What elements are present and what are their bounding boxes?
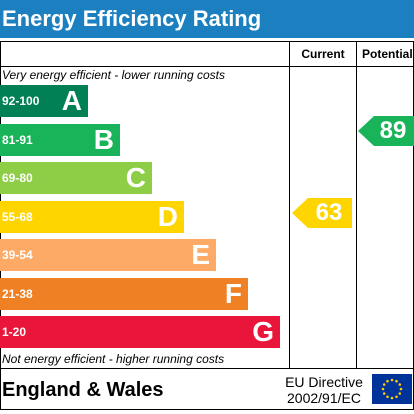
band-a-letter: A (61, 85, 82, 116)
band-e-range: 39-54 (2, 248, 33, 262)
band-e: 39-54 E (0, 239, 216, 271)
band-a: 92-100 A (0, 85, 88, 117)
band-c: 69-80 C (0, 162, 152, 194)
eu-flag-star (395, 379, 398, 383)
eu-flag-star (398, 383, 402, 386)
band-f-range: 21-38 (2, 287, 33, 301)
efficient-note: Very energy efficient - lower running co… (2, 68, 225, 82)
band-b-range: 81-91 (2, 133, 33, 147)
band-g: 1-20 G (0, 316, 280, 348)
eu-flag-star (390, 378, 394, 382)
band-d-letter: D (157, 201, 178, 232)
band-b: 81-91 B (0, 124, 120, 156)
eu-flag-star (382, 383, 386, 386)
eu-flag-star (381, 387, 385, 391)
eu-directive-line2: 2002/91/EC (287, 390, 361, 406)
eu-flag-star (398, 392, 402, 395)
potential-column-header: Potential (362, 47, 413, 61)
band-f-letter: F (224, 278, 242, 309)
band-g-range: 1-20 (2, 325, 27, 339)
eu-flag-star (399, 387, 403, 391)
band-b-letter: B (93, 124, 114, 155)
band-g-letter: G (252, 316, 274, 347)
eu-flag-icon (372, 374, 412, 404)
footer-divider (0, 368, 414, 369)
band-d-range: 55-68 (2, 210, 33, 224)
current-column-divider (289, 41, 290, 369)
band-a-range: 92-100 (2, 94, 40, 108)
band-c-letter: C (125, 162, 146, 193)
potential-column-divider (356, 41, 357, 369)
eu-flag-star (390, 396, 394, 400)
band-c-range: 69-80 (2, 171, 33, 185)
eu-flag-star (386, 395, 389, 399)
band-f: 21-38 F (0, 278, 248, 310)
eu-flag-star (395, 395, 398, 399)
region-label: England & Wales (2, 379, 164, 401)
header-divider (0, 66, 414, 67)
current-column-header: Current (301, 47, 345, 61)
band-d: 55-68 D (0, 201, 184, 233)
chart-title: Energy Efficiency Rating (0, 0, 414, 38)
inefficient-note: Not energy efficient - higher running co… (2, 352, 225, 366)
eu-flag-star (382, 392, 386, 395)
band-e-letter: E (191, 239, 210, 270)
eu-directive: EU Directive 2002/91/EC (282, 374, 366, 406)
eu-flag-star (386, 379, 389, 383)
eu-directive-line1: EU Directive (285, 374, 363, 390)
potential-rating-arrow: 89 (358, 116, 414, 146)
